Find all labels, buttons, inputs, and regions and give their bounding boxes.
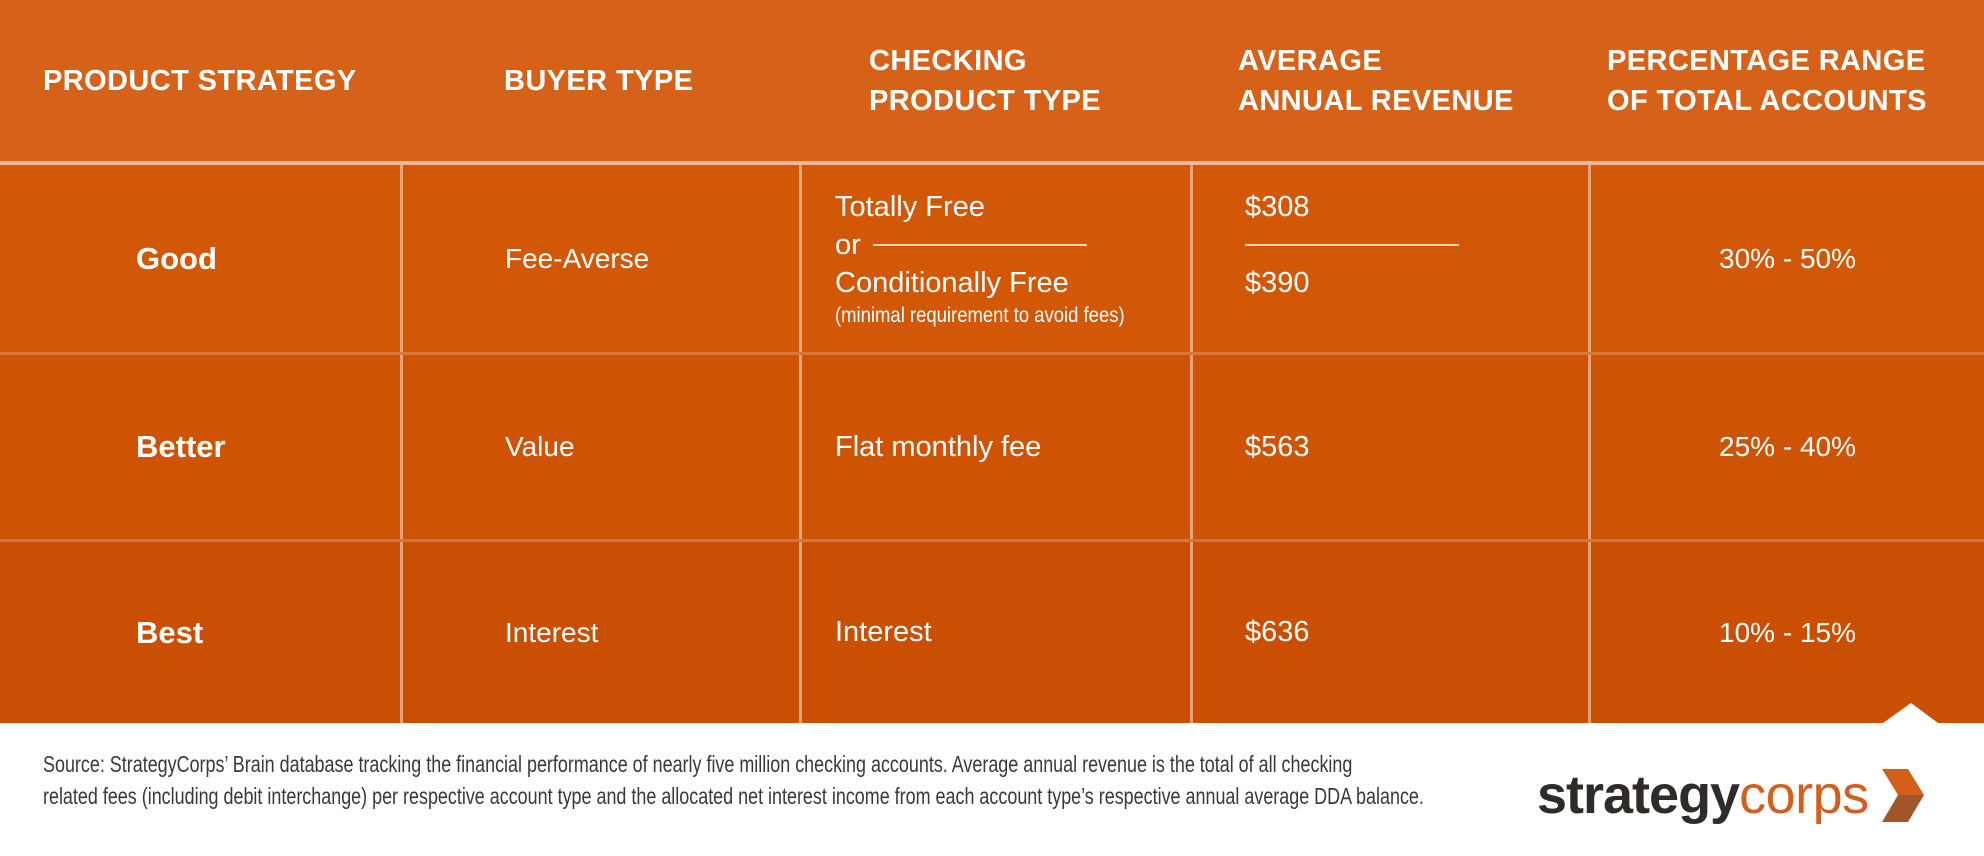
column-header-average-annual-revenue: AVERAGE ANNUAL REVENUE [1190,0,1588,161]
percentage-label: 10% - 15% [1719,616,1856,648]
cell-revenue: $563 [1190,355,1588,539]
cell-revenue: $308 $390 [1190,165,1588,352]
percentage-label: 25% - 40% [1719,431,1856,462]
source-text-line-1: Source: StrategyCorps’ Brain database tr… [43,751,1353,777]
revenue-value: $636 [1245,616,1310,648]
cell-buyer-type: Fee-Averse [400,165,799,352]
cell-strategy: Best [0,542,400,723]
product-note: (minimal requirement to avoid fees) [835,303,1125,327]
revenue-value: $563 [1245,430,1310,463]
header-line: OF TOTAL ACCOUNTS [1607,84,1927,117]
percentage-label: 30% - 50% [1719,242,1856,274]
cell-strategy: Better [0,355,400,539]
cell-checking-product: Flat monthly fee [799,355,1190,539]
divider-line [1245,243,1459,246]
header-line: AVERAGE [1238,44,1383,77]
cell-strategy: Good [0,165,400,352]
logo-text-strategy: strategy [1537,765,1740,825]
table-row-best: Best Interest Interest $636 10% - 15% [0,539,1984,723]
product-label: Interest [835,616,932,648]
column-header-product-strategy: PRODUCT STRATEGY [0,0,400,161]
strategy-label: Best [136,614,204,650]
header-line: ANNUAL REVENUE [1238,84,1514,117]
buyer-type-label: Interest [505,616,599,648]
chevron-right-icon [1881,768,1924,822]
strategy-label: Better [136,429,226,464]
logo-text-corps: corps [1739,765,1869,825]
cell-buyer-type: Interest [400,542,799,723]
buyer-type-label: Fee-Averse [505,242,650,274]
header-line: CHECKING [869,44,1027,77]
table-row-better: Better Value Flat monthly fee $563 25% -… [0,352,1984,539]
product-label: Flat monthly fee [835,430,1042,463]
header-line: PERCENTAGE RANGE [1607,44,1926,77]
cell-buyer-type: Value [400,355,799,539]
revenue-value-2: $390 [1245,266,1310,299]
header-line: PRODUCT STRATEGY [43,64,357,97]
strategycorps-logo: strategy corps [1537,768,1924,822]
cell-checking-product: Totally Free or Conditionally Free (mini… [799,165,1190,352]
cell-percentage: 25% - 40% [1588,355,1984,539]
table-row-good: Good Fee-Averse Totally Free or Conditio… [0,165,1984,352]
or-label: or [835,228,861,261]
cell-percentage: 10% - 15% [1588,542,1984,723]
header-line: PRODUCT TYPE [869,84,1101,117]
revenue-value-1: $308 [1245,190,1310,223]
buyer-type-label: Value [505,431,575,462]
cell-checking-product: Interest [799,542,1190,723]
table-header-row: PRODUCT STRATEGY BUYER TYPE CHECKING PRO… [0,0,1984,165]
cell-percentage: 30% - 50% [1588,165,1984,352]
column-header-buyer-type: BUYER TYPE [400,0,799,161]
source-footer: Source: StrategyCorps’ Brain database tr… [0,723,1984,856]
product-option-1: Totally Free [835,190,985,223]
cell-revenue: $636 [1190,542,1588,723]
source-text-line-2: related fees (including debit interchang… [43,783,1424,809]
header-line: BUYER TYPE [504,64,694,97]
strategy-label: Good [136,240,217,276]
product-option-2: Conditionally Free [835,266,1069,299]
divider-line [872,243,1087,246]
column-header-checking-product-type: CHECKING PRODUCT TYPE [799,0,1190,161]
column-header-percentage-range: PERCENTAGE RANGE OF TOTAL ACCOUNTS [1588,0,1984,161]
upward-pointer-icon [1883,703,1938,723]
